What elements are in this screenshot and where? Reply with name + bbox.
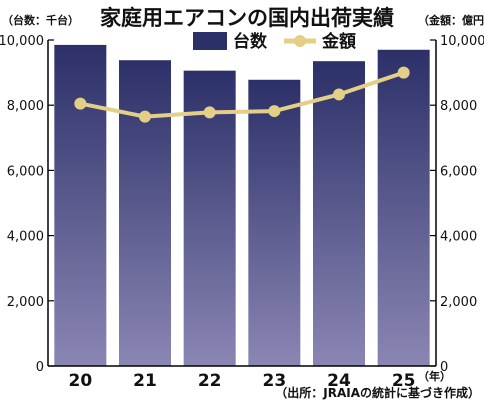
x-axis-ticks: 20 21 22 23 24 25: [68, 371, 415, 391]
left-tick-label: 0: [36, 360, 44, 375]
right-tick-label: 6,000: [440, 164, 477, 179]
legend-label-line: 金額: [321, 31, 356, 52]
right-tick-label: 0: [440, 360, 448, 375]
legend-label-bars: 台数: [233, 31, 268, 52]
point-21: [139, 110, 151, 123]
point-24: [333, 88, 345, 101]
right-tick-label: 10,000: [440, 34, 484, 49]
line-series: [74, 66, 410, 123]
bar-23: [248, 79, 301, 366]
bar-series: [54, 44, 430, 367]
x-tick-label: 20: [68, 371, 92, 391]
left-axis-unit: （台数：千台）: [2, 13, 79, 27]
right-axis-ticks: 0 2,000 4,000 6,000 8,000 10,000: [430, 34, 484, 375]
bar-21: [119, 60, 171, 366]
left-tick-label: 6,000: [7, 164, 44, 179]
point-23: [268, 105, 281, 118]
x-tick-label: 22: [198, 371, 222, 391]
right-tick-label: 8,000: [440, 99, 477, 114]
point-20: [74, 97, 87, 110]
x-tick-label: 21: [133, 371, 157, 391]
chart-title: 家庭用エアコンの国内出荷実績: [100, 6, 394, 30]
left-tick-label: 4,000: [7, 230, 44, 245]
bar-25: [377, 49, 430, 366]
bar-20: [54, 44, 107, 366]
x-tick-label: 23: [262, 371, 286, 391]
bar-24: [313, 61, 365, 366]
x-tick-label: 25: [392, 371, 416, 391]
legend: 台数 金額: [193, 31, 356, 52]
axes: [47, 40, 437, 367]
point-22: [203, 106, 216, 119]
bar-22: [183, 70, 236, 367]
x-axis-unit: （年）: [418, 369, 451, 383]
right-tick-label: 4,000: [440, 230, 477, 245]
right-axis-unit: （金額：億円）: [418, 13, 484, 27]
right-tick-label: 2,000: [440, 295, 477, 310]
left-tick-label: 10,000: [0, 34, 44, 49]
source-note: （出所：JRAIAの統計に基づき作成）: [275, 385, 480, 400]
line-amount: [79, 70, 405, 119]
legend-marker-line: [294, 35, 306, 47]
left-axis-ticks: 0 2,000 4,000 6,000 8,000 10,000: [0, 34, 54, 375]
point-25: [397, 66, 410, 79]
left-tick-label: 8,000: [7, 99, 44, 114]
x-tick-label: 24: [327, 371, 351, 391]
left-tick-label: 2,000: [7, 295, 44, 310]
legend-swatch-bars: [193, 32, 227, 50]
